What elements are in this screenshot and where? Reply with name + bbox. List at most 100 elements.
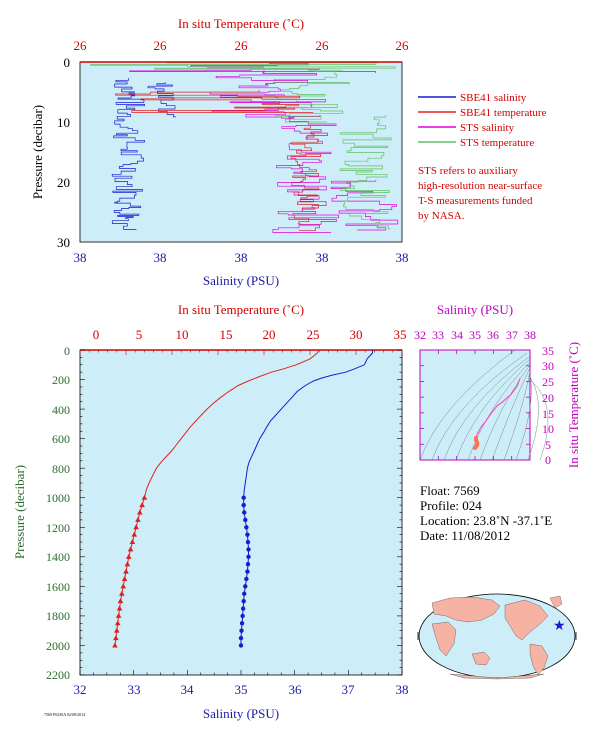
- footer-code: 7569 P0230A 02/08/2014: [44, 712, 85, 717]
- legend-label-sbe41-salinity: SBE41 salinity: [460, 92, 527, 104]
- temperature-marker: [115, 612, 122, 618]
- temperature-marker: [135, 516, 141, 522]
- ts-panel-right-axis-label: In situ Temperature (˚C): [566, 342, 581, 468]
- density-contour: [419, 349, 516, 461]
- land-north-america: [504, 599, 549, 641]
- main-bottom-tick-32: 32: [74, 682, 87, 697]
- sts-note-line-4: by NASA.: [418, 210, 465, 222]
- main-top-tick-10: 10: [176, 327, 189, 342]
- main-panel-bottom-axis-label: Salinity (PSU): [203, 706, 279, 721]
- main-bottom-tick-33: 33: [128, 682, 141, 697]
- top-panel-bottom-tick-1: 38: [74, 250, 87, 265]
- salinity-marker: [245, 532, 250, 537]
- sts-temperature-trace: [339, 115, 392, 230]
- legend-label-sts-temperature: STS temperature: [460, 137, 534, 149]
- main-top-tick-20: 20: [263, 327, 276, 342]
- salinity-marker: [244, 576, 249, 582]
- temperature-marker: [127, 546, 134, 552]
- salinity-marker: [242, 591, 247, 596]
- top-panel-y-tick-30: 30: [57, 235, 70, 250]
- float-info: Float: 7569 Profile: 024 Location: 23.8˚…: [420, 483, 552, 543]
- ts-right-tick-35: 35: [542, 344, 554, 358]
- legend-label-sbe41-temperature: SBE41 temperature: [460, 107, 547, 119]
- top-panel-top-tick-2: 26: [154, 38, 168, 53]
- main-panel-top-axis-label: In situ Temperature (˚C): [178, 302, 304, 317]
- salinity-marker: [239, 628, 244, 633]
- salinity-marker: [246, 547, 251, 552]
- date: Date: 11/08/2012: [420, 528, 510, 543]
- density-contour: [515, 373, 532, 461]
- ts-panel: Salinity (PSU) 32 33 34 35 36 37 38 35 3…: [414, 302, 581, 468]
- main-y-tick-2000: 2000: [46, 639, 70, 653]
- land-south-america: [529, 643, 549, 676]
- temperature-marker: [113, 635, 119, 641]
- salinity-marker: [242, 510, 247, 515]
- sts-note-line-2: high-resolution near-surface: [418, 180, 542, 192]
- temperature-marker: [117, 598, 124, 604]
- salinity-marker: [239, 621, 245, 626]
- sts-note-line-1: STS refers to auxiliary: [418, 165, 518, 177]
- ts-point-marker: [473, 446, 477, 451]
- salinity-marker: [241, 502, 246, 508]
- ts-top-tick-32: 32: [414, 328, 426, 342]
- salinity-marker: [241, 495, 246, 500]
- ts-top-tick-38: 38: [524, 328, 536, 342]
- temperature-marker: [116, 605, 123, 611]
- main-top-tick-25: 25: [307, 327, 320, 342]
- main-top-tick-35: 35: [394, 327, 407, 342]
- location: Location: 23.8˚N -37.1˚E: [420, 513, 552, 528]
- main-y-tick-400: 400: [52, 403, 70, 417]
- top-panel-top-axis-label: In situ Temperature (˚C): [178, 16, 304, 31]
- land-australia: [471, 651, 491, 666]
- main-panel-pressure-ticks: 0 200 400 600 800 1000 1200 1400 1600 18…: [46, 344, 70, 682]
- land-africa: [431, 621, 457, 657]
- top-panel-legend: SBE41 salinity SBE41 temperature STS sal…: [418, 92, 547, 149]
- sts-temperature-trace: [273, 70, 350, 123]
- density-contour: [529, 379, 549, 461]
- density-contour: [491, 367, 531, 461]
- main-panel-tick-marks: [79, 349, 403, 676]
- float-location-star: ★: [553, 619, 566, 634]
- salinity-marker: [240, 606, 246, 611]
- ts-top-tick-37: 37: [506, 328, 518, 342]
- profile-number: Profile: 024: [420, 498, 482, 513]
- main-top-tick-15: 15: [220, 327, 233, 342]
- temperature-marker: [121, 575, 128, 581]
- density-contour: [479, 364, 531, 461]
- temperature-marker: [131, 531, 138, 537]
- sbe41-temperature-trace: [115, 90, 314, 113]
- top-panel-bottom-axis-label: Salinity (PSU): [203, 273, 279, 288]
- main-bottom-tick-35: 35: [235, 682, 248, 697]
- main-y-tick-1600: 1600: [46, 580, 70, 594]
- top-panel-y-axis-label: Pressure (decibar): [30, 105, 45, 199]
- temperature-marker: [123, 568, 129, 574]
- temperature-marker: [114, 627, 120, 633]
- top-panel-y-tick-10: 10: [57, 115, 70, 130]
- temperature-markers: [112, 494, 148, 648]
- ts-panel-top-axis-label: Salinity (PSU): [437, 302, 513, 317]
- main-top-tick-0: 0: [93, 327, 100, 342]
- main-y-tick-600: 600: [52, 432, 70, 446]
- density-contour: [455, 358, 531, 461]
- temperature-marker: [119, 590, 125, 596]
- density-contour: [467, 361, 531, 461]
- ts-deep-markers: [473, 436, 480, 451]
- top-panel-top-tick-4: 26: [316, 38, 330, 53]
- temperature-marker: [114, 620, 121, 626]
- salinity-marker: [238, 643, 244, 648]
- salinity-markers: [238, 495, 251, 648]
- main-y-tick-200: 200: [52, 373, 70, 387]
- main-top-tick-30: 30: [350, 327, 363, 342]
- salinity-marker: [240, 613, 245, 619]
- salinity-marker: [245, 539, 251, 545]
- sbe41-temperature-trace: [290, 125, 322, 232]
- top-panel-traces: [90, 62, 399, 233]
- sts-note: STS refers to auxiliary high-resolution …: [418, 165, 542, 222]
- sts-note-line-3: T-S measurements funded: [418, 195, 533, 207]
- salinity-marker: [238, 635, 244, 641]
- salinity-marker: [243, 584, 248, 589]
- main-panel-plot-area: [79, 349, 403, 676]
- main-panel-salinity-ticks: 32 33 34 35 36 37 38: [74, 682, 409, 697]
- main-bottom-tick-37: 37: [342, 682, 356, 697]
